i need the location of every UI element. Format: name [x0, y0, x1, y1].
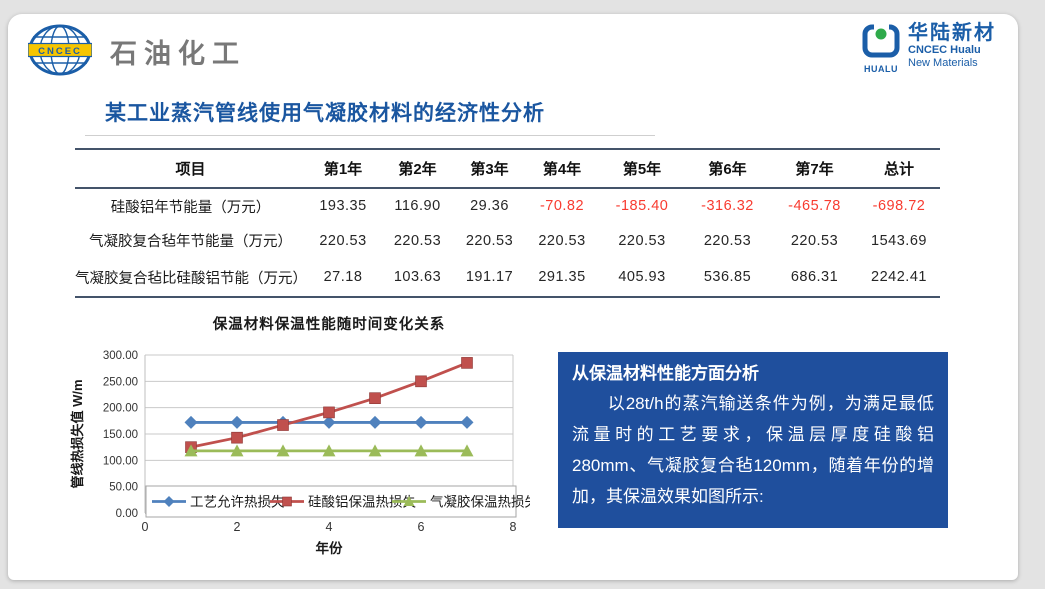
cell-value: 220.53	[465, 232, 514, 249]
hualu-name-cn: 华陆新材	[908, 22, 996, 44]
cncec-logo-text: CNCEC	[38, 46, 82, 57]
y-tick-label: 300.00	[103, 350, 138, 362]
hualu-logo: HUALU 华陆新材 CNCEC Hualu New Materials	[860, 22, 996, 74]
cell-value: -465.78	[788, 198, 841, 214]
cell-value: 291.35	[538, 269, 586, 285]
col-header-year1: 第1年	[323, 161, 363, 178]
cell-value: 193.35	[319, 198, 367, 214]
cell-value: 220.53	[393, 232, 442, 249]
col-header-year7: 第7年	[795, 161, 834, 178]
col-header-year4: 第4年	[542, 161, 582, 178]
x-tick-label: 6	[418, 520, 425, 534]
chart-svg: 0.00 50.00 100.00 150.00 200.00 250.00 300.00 0…	[70, 315, 538, 556]
y-tick-label: 100.00	[103, 455, 138, 467]
y-axis-label: 管线热损失值 W/m	[70, 379, 85, 488]
info-box-body: 以28t/h的蒸汽输送条件为例，为满足最低流量时的工艺要求，保温层厚度硅酸铝28…	[572, 394, 934, 506]
cell-value: 405.93	[618, 269, 666, 285]
analysis-info-box: 从保温材料性能方面分析 以28t/h的蒸汽输送条件为例，为满足最低流量时的工艺要…	[558, 352, 948, 528]
legend-label: 硅酸铝保温热损失	[308, 495, 416, 510]
cell-value: 103.63	[393, 269, 442, 285]
col-header-item: 项目	[175, 161, 206, 178]
cncec-globe-logo: CNCEC	[28, 24, 92, 76]
cell-value: 191.17	[465, 269, 514, 285]
cell-value: 220.53	[618, 232, 666, 249]
legend-label: 工艺允许热损失	[190, 495, 285, 510]
cell-value: 2242.41	[871, 269, 927, 285]
legend-label: 气凝胶保温热损失	[430, 494, 530, 510]
y-tick-label: 150.00	[103, 429, 138, 441]
title-divider	[85, 135, 655, 136]
cell-value: 1543.69	[871, 232, 927, 249]
cell-value: 116.90	[394, 198, 441, 214]
economic-analysis-table: 项目 第1年 第2年 第3年 第4年 第5年 第6年 第7年 总计 硅酸铝年节能…	[75, 148, 940, 298]
x-axis-label: 年份	[316, 540, 343, 556]
cell-value: 220.53	[319, 232, 367, 249]
cell-value: 27.18	[323, 269, 363, 285]
x-tick-label: 4	[326, 520, 333, 534]
row-label: 硅酸铝年节能量（万元）	[110, 199, 271, 216]
y-tick-label: 200.00	[103, 403, 138, 415]
table-row: 气凝胶复合毡年节能量（万元） 220.53 220.53 220.53 220.…	[75, 223, 940, 258]
slide: CNCEC 石油化工 HUALU 华陆新材 CNCEC Hualu New Ma…	[8, 14, 1018, 580]
cncec-banner	[28, 42, 92, 58]
cell-value: -316.32	[701, 198, 754, 214]
info-box-title: 从保温材料性能方面分析	[572, 364, 759, 383]
col-header-year3: 第3年	[470, 161, 509, 178]
cell-value: 220.53	[790, 232, 839, 249]
hualu-green-dot	[875, 28, 887, 40]
x-tick-label: 0	[142, 520, 149, 534]
legend-entry: 硅酸铝保温热损失	[270, 495, 416, 510]
table-header-row: 项目 第1年 第2年 第3年 第4年 第5年 第6年 第7年 总计	[75, 149, 940, 188]
page-title: 某工业蒸汽管线使用气凝胶材料的经济性分析	[105, 102, 545, 125]
cell-value: 536.85	[703, 269, 752, 285]
cell-value: -185.40	[615, 198, 669, 214]
series-气凝胶保温热损失	[184, 444, 474, 457]
hualu-name-en2: New Materials	[908, 57, 978, 69]
table-row: 气凝胶复合毡比硅酸铝节能（万元） 27.18 103.63 191.17 291…	[75, 258, 940, 297]
col-header-year2: 第2年	[398, 161, 437, 178]
cell-value: 220.53	[703, 232, 752, 249]
hualu-icon: HUALU	[860, 22, 902, 74]
legend-box	[145, 485, 517, 518]
x-tick-label: 2	[234, 520, 241, 534]
y-tick-label: 0.00	[116, 508, 138, 520]
cell-value: 29.36	[470, 198, 509, 214]
col-header-year5: 第5年	[622, 161, 662, 178]
legend-entry: 气凝胶保温热损失	[392, 494, 538, 510]
table-row: 硅酸铝年节能量（万元） 193.35 116.90 29.36 -70.82 -…	[75, 188, 940, 223]
chart-title: 保温材料保温性能随时间变化关系	[212, 315, 446, 333]
y-tick-label: 50.00	[109, 482, 138, 494]
row-label: 气凝胶复合毡年节能量（万元）	[89, 234, 292, 250]
col-header-total: 总计	[883, 161, 914, 178]
series-硅酸铝保温热损失	[185, 357, 473, 453]
cell-value: 686.31	[790, 269, 839, 285]
insulation-performance-chart: 0.00 50.00 100.00 150.00 200.00 250.00 300.00 0…	[60, 303, 538, 565]
cell-value: -70.82	[539, 198, 585, 214]
hualu-name-en1: CNCEC Hualu	[908, 44, 981, 56]
hualu-abbr: HUALU	[864, 64, 898, 74]
legend-entry: 工艺允许热损失	[152, 495, 285, 510]
row-label: 气凝胶复合毡比硅酸铝节能（万元）	[75, 270, 306, 287]
petrochemical-brand-text: 石油化工	[110, 39, 246, 69]
cell-value: -698.72	[872, 198, 926, 214]
col-header-year6: 第6年	[708, 161, 747, 178]
x-tick-label: 8	[510, 520, 517, 534]
y-tick-label: 250.00	[103, 376, 138, 388]
cell-value: 220.53	[538, 232, 586, 249]
